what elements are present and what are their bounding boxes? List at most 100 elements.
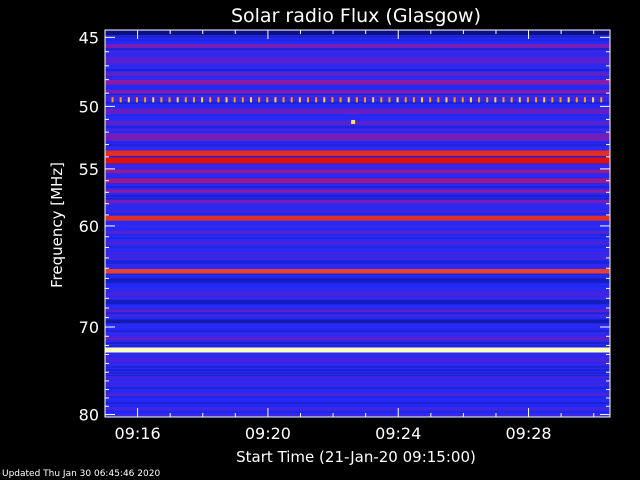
interference-mark (233, 97, 236, 103)
interference-mark (421, 97, 424, 103)
heatmap-texture-row (105, 237, 610, 239)
interference-mark (502, 97, 505, 103)
heatmap-texture-row (105, 396, 610, 398)
heatmap-texture-row (105, 276, 610, 278)
interference-mark (290, 97, 293, 103)
interference-mark (315, 97, 318, 103)
interference-mark (135, 97, 138, 103)
heatmap-texture-row (105, 228, 610, 230)
heatmap-texture-row (105, 345, 610, 347)
interference-mark (355, 97, 358, 103)
heatmap-texture-row (105, 258, 610, 260)
interference-mark (543, 97, 546, 103)
heatmap-texture-row (105, 105, 610, 107)
heatmap-texture-row (105, 315, 610, 317)
frequency-band (105, 278, 610, 283)
frequency-band (105, 347, 610, 353)
heatmap-texture-row (105, 174, 610, 176)
interference-mark (478, 97, 481, 103)
heatmap-texture-row (105, 255, 610, 257)
heatmap-texture-row (105, 336, 610, 338)
interference-mark (241, 97, 244, 103)
heatmap-texture-row (105, 264, 610, 266)
heatmap-texture-row (105, 399, 610, 401)
heatmap-texture-row (105, 306, 610, 308)
interference-mark (347, 97, 350, 103)
heatmap-texture-row (105, 342, 610, 344)
heatmap-texture-row (105, 213, 610, 215)
x-tick-label: 09:20 (245, 424, 291, 443)
frequency-band (105, 269, 610, 274)
heatmap-texture-row (105, 195, 610, 197)
interference-mark (127, 97, 130, 103)
interference-mark (535, 97, 538, 103)
heatmap-texture-row (105, 198, 610, 200)
interference-mark (249, 97, 252, 103)
interference-mark (176, 97, 179, 103)
interference-mark (209, 97, 212, 103)
y-tick-label: 70 (79, 318, 99, 337)
frequency-band (105, 241, 610, 245)
interference-mark (551, 97, 554, 103)
heatmap-texture-row (105, 285, 610, 287)
interference-mark (372, 97, 375, 103)
interference-mark (469, 97, 472, 103)
interference-mark (111, 97, 114, 103)
interference-mark (192, 97, 195, 103)
heatmap-texture-row (105, 318, 610, 320)
heatmap-texture-row (105, 381, 610, 383)
x-tick-label: 09:28 (505, 424, 551, 443)
heatmap-texture-row (105, 327, 610, 329)
interference-mark (152, 97, 155, 103)
heatmap-texture-row (105, 120, 610, 122)
heatmap-texture-row (105, 147, 610, 149)
heatmap-texture-row (105, 249, 610, 251)
interference-mark (298, 97, 301, 103)
frequency-band (105, 319, 610, 324)
heatmap-texture-row (105, 291, 610, 293)
heatmap-texture-row (105, 108, 610, 110)
heatmap-texture-row (105, 312, 610, 314)
heatmap-texture-row (105, 51, 610, 53)
interference-mark (486, 97, 489, 103)
heatmap-texture-row (105, 165, 610, 167)
heatmap-texture-row (105, 324, 610, 326)
interference-mark (437, 97, 440, 103)
x-tick-label: 09:16 (115, 424, 161, 443)
heatmap-texture-row (105, 252, 610, 254)
heatmap-texture-row (105, 126, 610, 128)
heatmap-texture-row (105, 63, 610, 65)
interference-mark (575, 97, 578, 103)
heatmap-texture-row (105, 78, 610, 80)
frequency-band (105, 169, 610, 174)
frequency-band (105, 43, 610, 49)
heatmap-texture-row (105, 39, 610, 41)
frequency-band (105, 292, 610, 296)
interference-mark (168, 97, 171, 103)
heatmap-texture-row (105, 297, 610, 299)
interference-mark (323, 97, 326, 103)
interference-mark (274, 97, 277, 103)
interference-mark (559, 97, 562, 103)
interference-mark (510, 97, 513, 103)
interference-mark (282, 97, 285, 103)
interference-mark (583, 97, 586, 103)
burst-point (351, 119, 356, 124)
heatmap-texture-row (105, 93, 610, 95)
interference-mark (184, 97, 187, 103)
frequency-band (105, 89, 610, 94)
interference-mark (388, 97, 391, 103)
interference-mark (412, 97, 415, 103)
heatmap-texture-row (105, 357, 610, 359)
y-tick-label: 45 (79, 28, 99, 47)
interference-mark (445, 97, 448, 103)
interference-mark (266, 97, 269, 103)
frequency-band (105, 337, 610, 341)
heatmap-texture-row (105, 225, 610, 227)
frequency-band (105, 72, 610, 77)
heatmap-texture-row (105, 240, 610, 242)
heatmap-texture-row (105, 204, 610, 206)
heatmap-texture-row (105, 288, 610, 290)
heatmap-texture-row (105, 144, 610, 146)
frequency-band (105, 121, 610, 126)
